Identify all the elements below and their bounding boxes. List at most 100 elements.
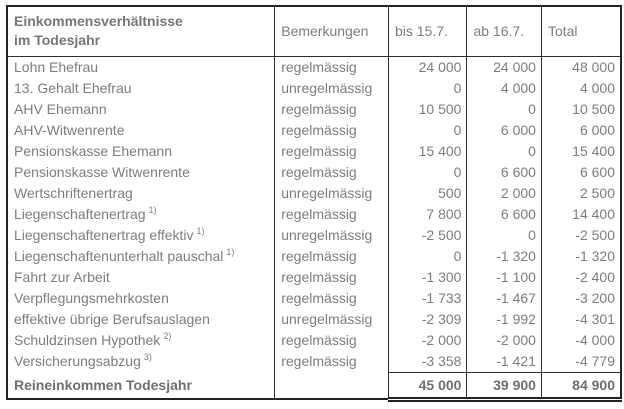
amount-bis-cell: 0	[387, 161, 467, 183]
amount-bis-cell: -3 358	[387, 350, 467, 372]
remark-cell: regelmässig	[274, 245, 389, 267]
table-row: Versicherungsabzug 3) regelmässig -3 358 …	[7, 350, 621, 372]
amount-bis-cell: -1 733	[387, 287, 467, 309]
column-header-period1: bis 15.7.	[387, 6, 467, 56]
column-header-description: Einkommensverhältnisse im Todesjahr	[7, 6, 275, 56]
amount-total-cell: 14 400	[540, 203, 621, 225]
amount-ab-cell: 24 000	[466, 56, 542, 78]
row-label: Schuldzinsen Hypothek 2)	[14, 330, 172, 348]
row-label: Wertschriftenertrag	[14, 184, 133, 201]
amount-total-cell: -2 400	[540, 266, 621, 288]
row-label: 13. Gehalt Ehefrau	[14, 79, 132, 96]
amount-ab-cell: 6 600	[466, 161, 542, 183]
amount-ab-cell: -1 421	[466, 350, 542, 372]
table-row: Verpflegungsmehrkosten regelmässig -1 73…	[7, 287, 621, 309]
amount-bis-cell: 0	[387, 245, 467, 267]
amount-total-cell: 2 500	[540, 182, 621, 204]
table-row: Schuldzinsen Hypothek 2) regelmässig -2 0…	[7, 329, 621, 351]
amount-total-cell: 6 600	[540, 161, 621, 183]
footnote-marker: 3)	[143, 351, 152, 362]
row-label: AHV-Witwenrente	[14, 121, 125, 138]
footnote-marker: 1)	[226, 246, 235, 257]
amount-bis-cell: -2 500	[387, 224, 467, 246]
remark-cell: unregelmässig	[274, 308, 389, 330]
remark-cell: regelmässig	[274, 329, 389, 351]
table-row: Pensionskasse Ehemann regelmässig 15 400…	[7, 140, 621, 162]
amount-ab-cell: -2 000	[466, 329, 542, 351]
table-row: Wertschriftenertrag unregelmässig 500 2 …	[7, 182, 621, 204]
row-label: Verpflegungsmehrkosten	[14, 289, 169, 306]
row-label: Fahrt zur Arbeit	[14, 268, 110, 285]
table-row: Lohn Ehefrau regelmässig 24 000 24 000 4…	[7, 56, 621, 78]
table-body: Lohn Ehefrau regelmässig 24 000 24 000 4…	[7, 56, 621, 372]
remark-cell: regelmässig	[274, 287, 389, 309]
table-row: 13. Gehalt Ehefrau unregelmässig 0 4 000…	[7, 77, 621, 99]
table-row: AHV-Witwenrente regelmässig 0 6 000 6 00…	[7, 119, 621, 141]
totals-label: Reineinkommen Todesjahr	[14, 377, 192, 393]
remark-cell: regelmässig	[274, 140, 389, 162]
table-title-line2: im Todesjahr	[14, 32, 101, 49]
amount-ab-cell: -1 467	[466, 287, 542, 309]
totals-total-cell: 84 900	[540, 371, 621, 402]
table-header: Einkommensverhältnisse im Todesjahr Beme…	[7, 6, 621, 56]
amount-ab-cell: 6 000	[466, 119, 542, 141]
row-label: Liegenschaftenunterhalt pauschal 1)	[14, 246, 235, 264]
amount-ab-cell: -1 100	[466, 266, 542, 288]
row-label: effektive übrige Berufsauslagen	[14, 310, 210, 327]
column-header-remarks: Bemerkungen	[274, 6, 389, 56]
totals-remark-cell	[274, 372, 389, 399]
amount-bis-cell: 15 400	[387, 140, 467, 162]
income-statement-table: Einkommensverhältnisse im Todesjahr Beme…	[6, 5, 622, 402]
row-label: Versicherungsabzug 3)	[14, 351, 152, 369]
amount-bis-cell: 500	[387, 182, 467, 204]
remark-cell: regelmässig	[274, 266, 389, 288]
amount-ab-cell: 0	[466, 98, 542, 120]
amount-total-cell: 4 000	[540, 77, 621, 99]
table-row: Pensionskasse Witwenrente regelmässig 0 …	[7, 161, 621, 183]
amount-total-cell: -4 301	[540, 308, 621, 330]
totals-ab-cell: 39 900	[466, 371, 542, 402]
amount-bis-cell: -2 000	[387, 329, 467, 351]
totals-row: Reineinkommen Todesjahr 45 000 39 900 84…	[7, 371, 621, 402]
row-label: AHV Ehemann	[14, 100, 107, 117]
remark-cell: unregelmässig	[274, 77, 389, 99]
amount-bis-cell: 0	[387, 119, 467, 141]
footnote-marker: 1)	[148, 204, 157, 215]
remark-cell: unregelmässig	[274, 224, 389, 246]
remark-cell: regelmässig	[274, 203, 389, 225]
table-footer: Reineinkommen Todesjahr 45 000 39 900 84…	[7, 371, 621, 402]
amount-ab-cell: 0	[466, 140, 542, 162]
column-header-period2: ab 16.7.	[466, 6, 542, 56]
column-header-total: Total	[540, 6, 621, 56]
amount-ab-cell: 0	[466, 224, 542, 246]
footnote-marker: 2)	[163, 330, 172, 341]
amount-bis-cell: 0	[387, 77, 467, 99]
remark-cell: unregelmässig	[274, 182, 389, 204]
amount-ab-cell: 2 000	[466, 182, 542, 204]
income-table-container: Einkommensverhältnisse im Todesjahr Beme…	[6, 5, 622, 402]
amount-ab-cell: -1 992	[466, 308, 542, 330]
remark-cell: regelmässig	[274, 98, 389, 120]
row-label: Lohn Ehefrau	[14, 58, 99, 75]
amount-ab-cell: -1 320	[466, 245, 542, 267]
table-row: effektive übrige Berufsauslagen unregelm…	[7, 308, 621, 330]
table-title-line1: Einkommensverhältnisse	[14, 13, 183, 30]
footnote-marker: 1)	[196, 225, 205, 236]
amount-total-cell: -4 000	[540, 329, 621, 351]
amount-bis-cell: 10 500	[387, 98, 467, 120]
amount-total-cell: 6 000	[540, 119, 621, 141]
table-row: Liegenschaftenertrag 1) regelmässig 7 800…	[7, 203, 621, 225]
amount-total-cell: -4 779	[540, 350, 621, 372]
remark-cell: regelmässig	[274, 56, 389, 78]
row-label: Liegenschaftenertrag 1)	[14, 204, 157, 222]
amount-total-cell: -1 320	[540, 245, 621, 267]
table-row: Liegenschaftenertrag effektiv 1) unregelm…	[7, 224, 621, 246]
table-row: AHV Ehemann regelmässig 10 500 0 10 500	[7, 98, 621, 120]
row-label: Liegenschaftenertrag effektiv 1)	[14, 225, 205, 243]
amount-total-cell: 48 000	[540, 56, 621, 78]
amount-ab-cell: 6 600	[466, 203, 542, 225]
table-row: Liegenschaftenunterhalt pauschal 1) regel…	[7, 245, 621, 267]
remark-cell: regelmässig	[274, 161, 389, 183]
amount-bis-cell: -2 309	[387, 308, 467, 330]
header-row: Einkommensverhältnisse im Todesjahr Beme…	[7, 6, 621, 56]
